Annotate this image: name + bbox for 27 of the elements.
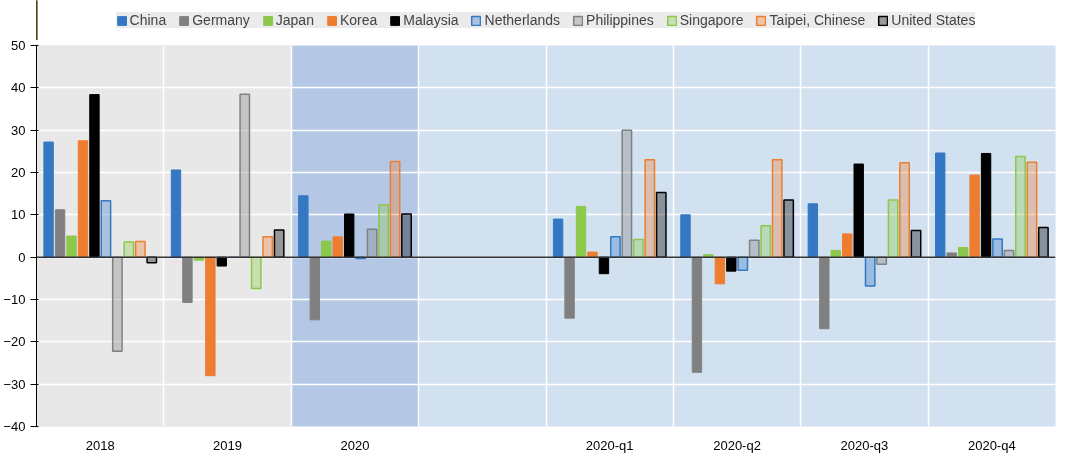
x-tick-label: 2018 [85, 437, 115, 453]
legend-label: United States [891, 12, 976, 28]
x-tick-label: 2020 [340, 437, 370, 453]
legend-label: Korea [339, 12, 378, 28]
legend-label: Singapore [679, 12, 744, 28]
x-tick-label: 2020-q4 [967, 437, 1016, 453]
legend-label: Philippines [586, 12, 654, 28]
y-tick-label: −10 [3, 292, 26, 307]
y-tick-label: 10 [11, 207, 26, 223]
x-tick-label: 2020-q1 [585, 437, 634, 453]
y-tick-label: 40 [11, 80, 26, 96]
y-tick-label: 50 [11, 38, 26, 53]
legend-label: Germany [192, 12, 250, 28]
legend-label: China [129, 12, 167, 28]
legend-label: Japan [275, 12, 314, 28]
y-tick-label: 30 [11, 122, 26, 138]
y-tick-label: −20 [3, 334, 26, 350]
legend-label: Netherlands [484, 12, 561, 28]
y-tick-label: −40 [3, 419, 26, 434]
x-tick-label: 2019 [213, 437, 243, 453]
legend-label: Malaysia [403, 12, 459, 28]
x-tick-label: 2020-q3 [840, 437, 889, 453]
y-tick-label: 20 [11, 165, 26, 180]
y-tick-label: 0 [18, 249, 26, 265]
x-tick-label: 2020-q2 [713, 437, 761, 453]
legend-label: Taipei, Chinese [769, 12, 866, 28]
y-tick-label: −30 [3, 376, 26, 392]
